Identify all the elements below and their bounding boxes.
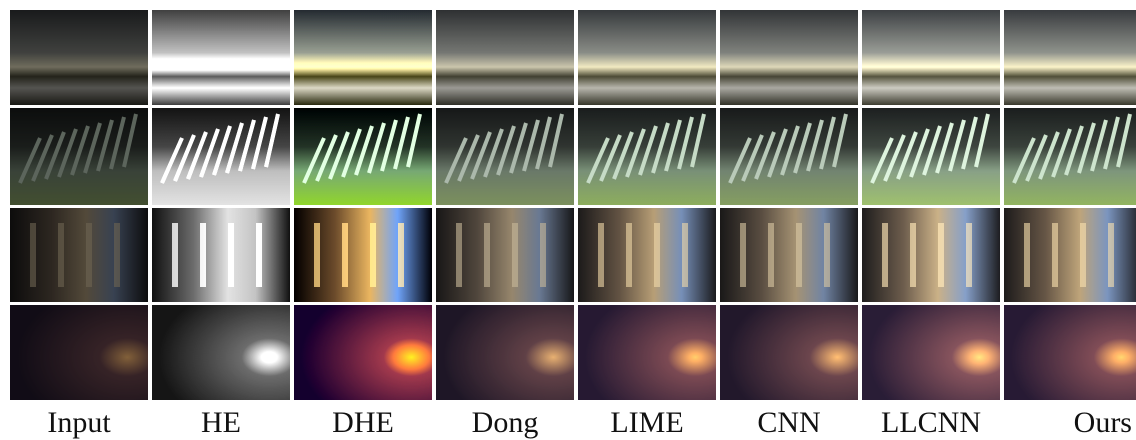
pillar (1108, 223, 1114, 287)
pillar (172, 223, 178, 287)
image-cell (436, 208, 574, 302)
image-cell (294, 10, 432, 105)
image (10, 305, 148, 400)
pillar (1052, 223, 1058, 287)
image (436, 305, 574, 400)
image-cell (436, 108, 574, 205)
image-cell (578, 108, 716, 205)
image-cell (578, 208, 716, 302)
image-cell (152, 10, 290, 105)
image-cell (578, 305, 716, 400)
image (294, 305, 432, 400)
image-grid (10, 10, 1136, 400)
pillar (882, 223, 888, 287)
image-cell (294, 208, 432, 302)
image-cell (436, 10, 574, 105)
pillar (342, 223, 348, 287)
column-label: LIME (610, 406, 683, 439)
image (10, 10, 148, 105)
image (862, 10, 1000, 105)
image-cell (436, 305, 574, 400)
column-label: CNN (757, 406, 820, 439)
image (720, 305, 858, 400)
image (152, 305, 290, 400)
image (1004, 208, 1136, 302)
pillar (86, 223, 92, 287)
image-cell (720, 208, 858, 302)
figure: Input HE DHE Dong LIME CNN LLCNN Ours (0, 0, 1136, 440)
pillar (114, 223, 120, 287)
column-label: HE (201, 406, 241, 439)
column-label: DHE (332, 406, 394, 439)
pillar (456, 223, 462, 287)
image-cell (152, 208, 290, 302)
pillar (314, 223, 320, 287)
pillar (200, 223, 206, 287)
pillar (598, 223, 604, 287)
image (152, 10, 290, 105)
pillar (58, 223, 64, 287)
column-labels: Input HE DHE Dong LIME CNN LLCNN Ours (47, 406, 1132, 439)
pillar (228, 223, 234, 287)
pillar (654, 223, 660, 287)
image-cell (862, 208, 1000, 302)
column-label: LLCNN (881, 406, 981, 439)
image-cell (10, 108, 148, 205)
page: InputHEDHEDongLIMECNNLLCNNOurs (() => { … (0, 0, 1136, 440)
pillar (1080, 223, 1086, 287)
column-label: Dong (472, 406, 539, 439)
image-cell (720, 10, 858, 105)
image-cell (578, 10, 716, 105)
pillar (256, 223, 262, 287)
pillar (540, 223, 546, 287)
image-cell (10, 10, 148, 105)
image-cell (294, 305, 432, 400)
image (294, 10, 432, 105)
image-cell (1004, 10, 1136, 105)
image-cell (862, 10, 1000, 105)
column-label: Input (47, 406, 111, 439)
image-cell (720, 108, 858, 205)
column-label: Ours (1074, 406, 1132, 439)
image-cell (1004, 208, 1136, 302)
image-cell (862, 108, 1000, 205)
image-cell (1004, 108, 1136, 205)
pillar (1024, 223, 1030, 287)
image-cell (152, 108, 290, 205)
pillar (682, 223, 688, 287)
image-cell (152, 305, 290, 400)
image-cell (720, 305, 858, 400)
image (1004, 305, 1136, 400)
image-cell (294, 108, 432, 205)
pillar (910, 223, 916, 287)
image (862, 305, 1000, 400)
image-cell (10, 208, 148, 302)
image (578, 10, 716, 105)
pillar (30, 223, 36, 287)
pillar (484, 223, 490, 287)
pillar (824, 223, 830, 287)
pillar (370, 223, 376, 287)
image-cell (1004, 305, 1136, 400)
pillar (768, 223, 774, 287)
pillar (796, 223, 802, 287)
pillar (626, 223, 632, 287)
pillar (398, 223, 404, 287)
image (1004, 10, 1136, 105)
pillar (966, 223, 972, 287)
pillar (938, 223, 944, 287)
image (578, 305, 716, 400)
image (720, 10, 858, 105)
pillar (740, 223, 746, 287)
image-cell (10, 305, 148, 400)
image (436, 10, 574, 105)
image-cell (862, 305, 1000, 400)
pillar (512, 223, 518, 287)
